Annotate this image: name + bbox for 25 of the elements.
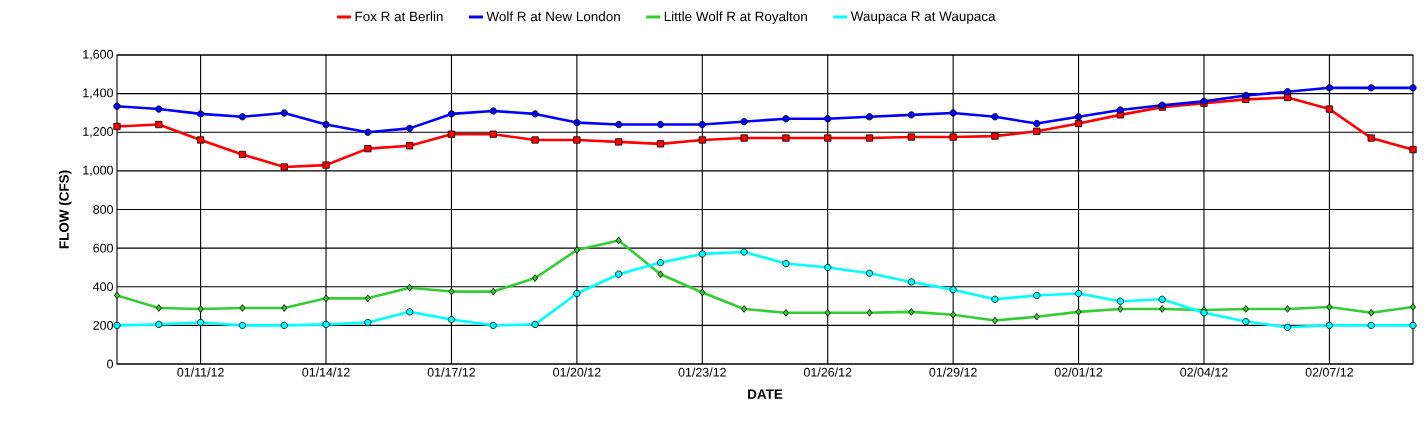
x-tick-label: 02/04/12 xyxy=(1180,367,1228,377)
x-axis-title: DATE xyxy=(748,389,783,399)
x-tick-label: 01/14/12 xyxy=(302,367,350,377)
y-tick-label: 600 xyxy=(93,243,113,253)
y-axis-title: FLOW (CFS) xyxy=(58,170,72,249)
y-tick-label: 800 xyxy=(93,205,113,214)
legend-label: Waupaca R at Waupaca xyxy=(850,11,996,24)
x-tick-label: 01/11/12 xyxy=(177,367,224,377)
legend-label: Fox R at Berlin xyxy=(355,11,443,22)
legend-label: Little Wolf R at Royalton xyxy=(664,11,807,24)
x-tick-label: 01/23/12 xyxy=(678,367,726,377)
x-tick-label: 02/01/12 xyxy=(1054,367,1103,377)
y-tick-label: 1,400 xyxy=(83,88,113,99)
y-tick-label: 0 xyxy=(107,359,113,369)
x-tick-label: 01/29/12 xyxy=(929,367,977,377)
y-tick-label: 1,600 xyxy=(83,49,113,61)
y-tick-label: 200 xyxy=(93,320,113,330)
x-tick-label: 01/20/12 xyxy=(553,367,601,377)
x-tick-label: 01/17/12 xyxy=(427,367,476,377)
y-tick-label: 1,000 xyxy=(83,165,113,177)
x-tick-label: 01/26/12 xyxy=(803,367,852,377)
y-tick-label: 400 xyxy=(92,282,113,292)
x-tick-label: 02/07/12 xyxy=(1305,367,1354,377)
y-tick-label: 1,200 xyxy=(83,127,113,138)
legend-label: Wolf R at New London xyxy=(486,11,620,22)
